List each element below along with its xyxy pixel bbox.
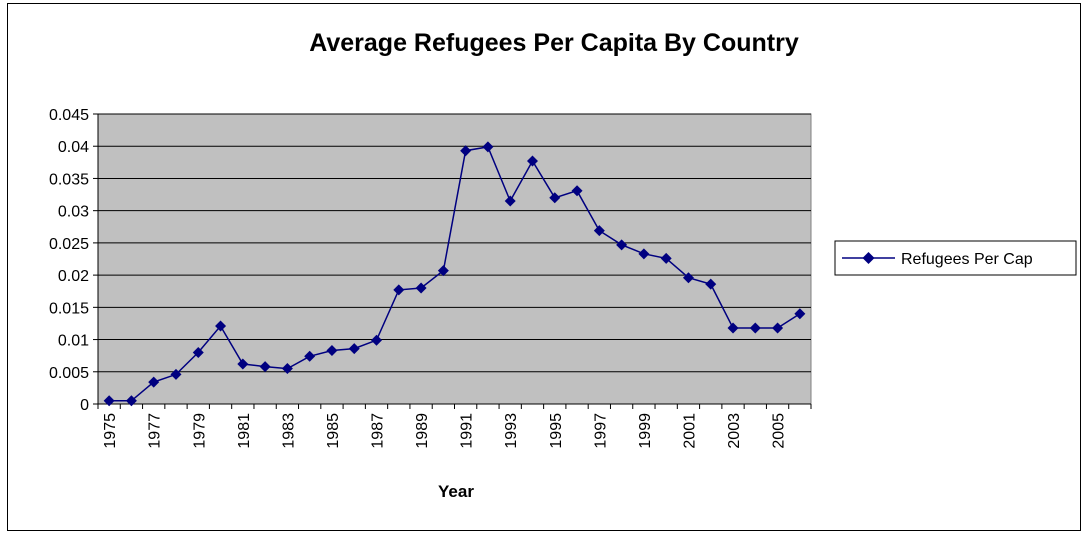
data-point [549, 192, 561, 204]
data-point [215, 320, 227, 332]
data-point [571, 185, 583, 197]
x-tick-label: 1977 [147, 413, 164, 449]
data-point [259, 361, 271, 373]
x-tick-label: 1981 [236, 413, 253, 449]
data-point [460, 145, 472, 157]
plot-area [97, 113, 812, 405]
data-point [682, 272, 694, 284]
x-tick-label: 1999 [637, 413, 654, 449]
y-tick-label: 0.035 [49, 171, 89, 188]
legend-marker [862, 252, 875, 264]
data-point [749, 322, 761, 334]
y-tick-label: 0.04 [58, 139, 89, 156]
x-axis-ticks: 1975 1977 1979 1981 1983 1985 1987 1989 1991 1993… [102, 413, 787, 449]
x-tick-label: 2005 [771, 413, 788, 449]
y-tick-label: 0.03 [58, 204, 89, 221]
data-point [638, 248, 650, 260]
legend: Refugees Per Cap [834, 240, 1077, 276]
data-point [794, 308, 806, 320]
data-point [192, 346, 204, 358]
y-axis-ticks: 0 0.005 0.01 0.015 0.02 0.025 0.03 0.035 0.04 0.0… [49, 107, 89, 414]
chart-title: Average Refugees Per Capita By Country [309, 29, 799, 57]
x-tick-label: 1985 [325, 413, 342, 449]
data-point [103, 395, 115, 407]
data-point [437, 265, 449, 277]
data-point [660, 252, 672, 264]
y-tick-label: 0.025 [49, 236, 89, 253]
data-point [593, 225, 605, 237]
x-tick-label: 1987 [370, 413, 387, 449]
data-point [526, 155, 538, 167]
x-tick-label: 1989 [414, 413, 431, 449]
x-tick-label: 1983 [280, 413, 297, 449]
legend-label: Refugees Per Cap [901, 251, 1033, 268]
data-point [170, 368, 182, 380]
data-point [393, 284, 405, 296]
x-tick-label: 1979 [191, 413, 208, 449]
data-point [237, 358, 249, 370]
axes [93, 113, 812, 409]
x-tick-label: 2001 [681, 413, 698, 449]
x-tick-label: 1993 [503, 413, 520, 449]
data-point [504, 195, 516, 207]
data-point [415, 282, 427, 294]
x-tick-label: 2003 [726, 413, 743, 449]
y-tick-label: 0.02 [58, 268, 89, 285]
data-point [125, 395, 137, 407]
y-tick-label: 0 [80, 397, 89, 414]
data-point [348, 343, 360, 355]
y-tick-label: 0.045 [49, 107, 89, 124]
x-tick-label: 1975 [102, 413, 119, 449]
y-tick-label: 0.015 [49, 300, 89, 317]
x-tick-label: 1997 [592, 413, 609, 449]
data-point [148, 376, 160, 388]
data-point [304, 350, 316, 362]
data-point [482, 141, 494, 153]
x-tick-label: 1995 [548, 413, 565, 449]
x-tick-label: 1991 [459, 413, 476, 449]
data-point [371, 334, 383, 346]
data-point [772, 322, 784, 334]
data-point [616, 239, 628, 251]
data-point [326, 345, 338, 357]
y-tick-label: 0.005 [49, 365, 89, 382]
y-tick-label: 0.01 [58, 333, 89, 350]
data-point [281, 363, 293, 375]
series-layer [103, 141, 806, 407]
data-point [727, 322, 739, 334]
series-line [109, 146, 801, 402]
data-point [705, 278, 717, 290]
x-axis-title: Year [438, 482, 474, 501]
